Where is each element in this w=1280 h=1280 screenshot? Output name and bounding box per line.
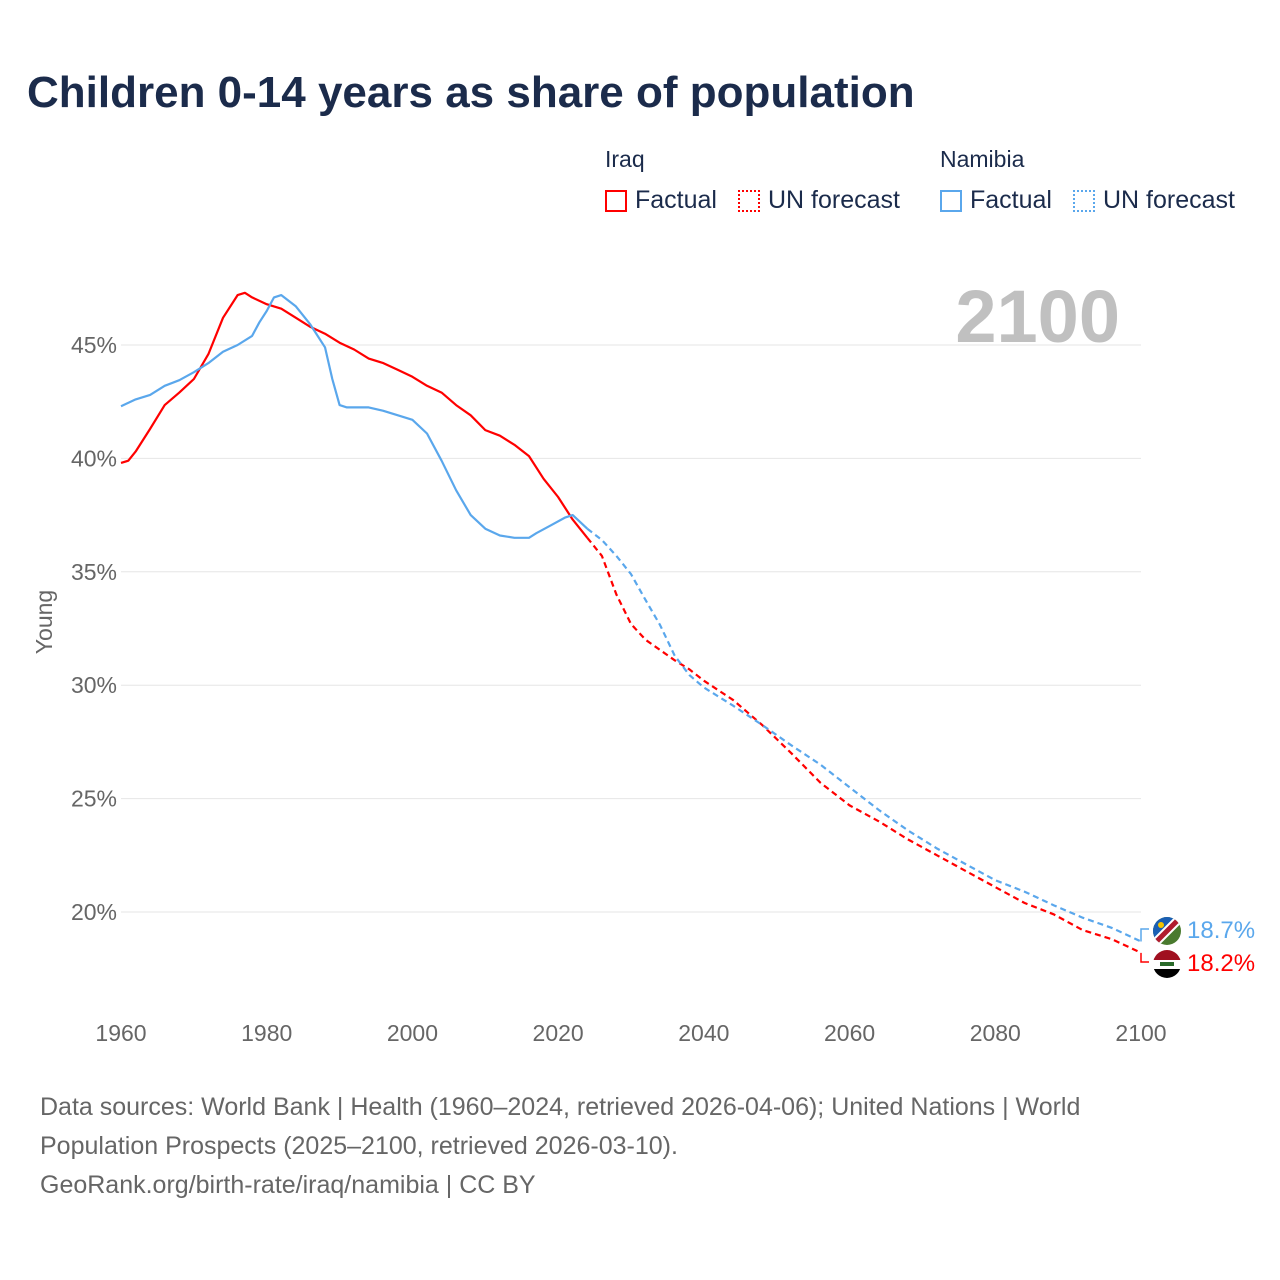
legend-iraq-factual[interactable]: Factual bbox=[605, 186, 717, 215]
flag-black bbox=[1153, 969, 1181, 978]
year-watermark: 2100 bbox=[955, 275, 1120, 358]
x-tick-label: 2020 bbox=[533, 1020, 584, 1046]
iraq-flag-icon bbox=[1153, 950, 1181, 978]
y-tick-label: 30% bbox=[71, 672, 117, 698]
x-tick-label: 1980 bbox=[241, 1020, 292, 1046]
namibia-flag-icon bbox=[1153, 917, 1181, 945]
label-connector bbox=[1140, 952, 1149, 963]
y-tick-label: 35% bbox=[71, 559, 117, 585]
label-connector bbox=[1140, 928, 1149, 942]
x-tick-label: 1960 bbox=[95, 1020, 146, 1046]
flag-body bbox=[1153, 950, 1181, 978]
flag-red bbox=[1153, 950, 1181, 960]
chart-title: Children 0-14 years as share of populati… bbox=[27, 68, 915, 117]
solid-swatch-icon bbox=[605, 189, 627, 212]
legend-label: Factual bbox=[635, 186, 717, 214]
footer: Data sources: World Bank | Health (1960–… bbox=[40, 1088, 1240, 1205]
namibia-forecast-line bbox=[586, 527, 1142, 943]
legend-namibia-forecast[interactable]: UN forecast bbox=[1073, 186, 1235, 215]
x-tick-label: 2000 bbox=[387, 1020, 438, 1046]
iraq-factual-line bbox=[120, 291, 589, 539]
y-tick-label: 40% bbox=[71, 445, 117, 471]
y-axis-label: Young bbox=[31, 590, 57, 654]
y-tick-label: 20% bbox=[71, 899, 117, 925]
flag-script bbox=[1160, 962, 1174, 966]
x-tick-label: 2080 bbox=[970, 1020, 1021, 1046]
dotted-swatch-icon bbox=[738, 189, 760, 212]
x-tick-label: 2040 bbox=[678, 1020, 729, 1046]
namibia-factual-line bbox=[120, 294, 589, 539]
legend-label: UN forecast bbox=[768, 186, 900, 214]
legend-group-iraq: Iraq bbox=[605, 146, 645, 172]
legend-iraq-forecast[interactable]: UN forecast bbox=[738, 186, 900, 215]
end-value-label: 18.7% bbox=[1187, 917, 1255, 944]
legend-group-namibia: Namibia bbox=[940, 146, 1025, 172]
legend-label: UN forecast bbox=[1103, 186, 1235, 214]
dotted-swatch-icon bbox=[1073, 189, 1095, 212]
x-tick-label: 2100 bbox=[1115, 1020, 1166, 1046]
legend-label: Factual bbox=[970, 186, 1052, 214]
footer-line: Population Prospects (2025–2100, retriev… bbox=[40, 1132, 678, 1160]
footer-line[interactable]: GeoRank.org/birth-rate/iraq/namibia | CC… bbox=[40, 1171, 536, 1199]
x-tick-label: 2060 bbox=[824, 1020, 875, 1046]
footer-line: Data sources: World Bank | Health (1960–… bbox=[40, 1093, 1081, 1121]
y-tick-label: 45% bbox=[71, 332, 117, 358]
legend-namibia-factual[interactable]: Factual bbox=[940, 186, 1052, 215]
flag-sun bbox=[1158, 922, 1164, 928]
iraq-forecast-line bbox=[586, 537, 1142, 954]
y-tick-label: 25% bbox=[71, 786, 117, 812]
flag-body bbox=[1153, 917, 1181, 945]
solid-swatch-icon bbox=[940, 189, 962, 212]
end-value-label: 18.2% bbox=[1187, 950, 1255, 977]
